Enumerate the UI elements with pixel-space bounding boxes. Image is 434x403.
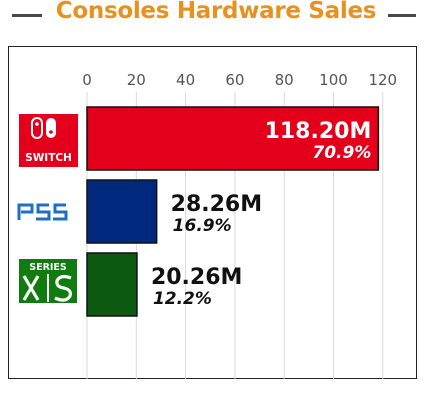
ps5-icon xyxy=(17,203,68,221)
chart-title: Consoles Hardware Sales xyxy=(55,0,377,24)
bar xyxy=(86,106,380,171)
bar-share-label: 16.9% xyxy=(173,216,232,236)
x-tick-label: 0 xyxy=(82,71,92,89)
series-logo-text: SERIES xyxy=(29,262,67,273)
xbox-series-xs-icon: SERIES xyxy=(19,259,77,303)
bar-value-label: 28.26M xyxy=(171,192,262,217)
bar xyxy=(86,179,158,244)
chart-frame xyxy=(8,46,417,379)
x-tick-label: 20 xyxy=(127,71,146,89)
x-tick-label: 100 xyxy=(319,71,348,89)
x-tick-label: 40 xyxy=(176,71,195,89)
bars xyxy=(86,106,380,317)
title-decor-line-right xyxy=(388,14,416,17)
bar-value-label: 118.20M xyxy=(265,119,372,144)
bar-share-label: 70.9% xyxy=(312,143,371,163)
bar-value-label: 20.26M xyxy=(151,265,242,290)
nintendo-switch-icon: SWITCH xyxy=(19,114,78,167)
x-axis-ticks: 0 20 40 60 80 100 120 xyxy=(82,71,397,89)
bar-share-label: 12.2% xyxy=(153,289,212,309)
x-tick-label: 80 xyxy=(275,71,294,89)
x-tick-label: 120 xyxy=(368,71,397,89)
bar xyxy=(86,252,138,317)
x-tick-label: 60 xyxy=(225,71,244,89)
chart-title-row: Consoles Hardware Sales xyxy=(0,0,434,32)
title-decor-line-left xyxy=(12,14,42,17)
switch-logo-text: SWITCH xyxy=(25,152,72,164)
